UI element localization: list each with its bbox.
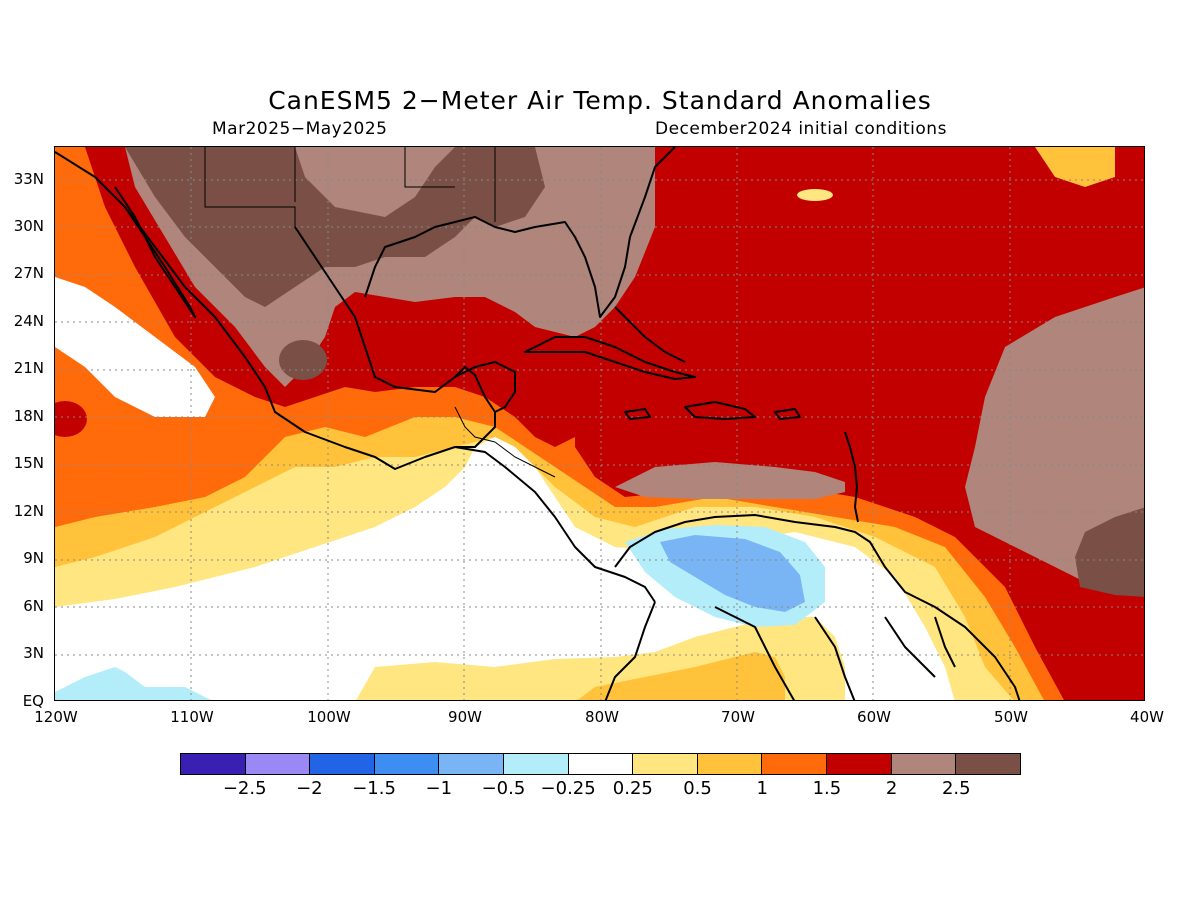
lon-label-120w: 120W: [34, 708, 78, 726]
color-legend-label: 2: [885, 778, 898, 799]
lat-label-21n: 21N: [13, 359, 44, 377]
anomaly-region-lightcyan-sw: [55, 667, 211, 700]
color-legend-swatch: [762, 754, 828, 774]
init-subtitle: December2024 initial conditions: [655, 119, 947, 139]
color-legend-swatch: [827, 754, 892, 774]
lat-label-eq: EQ: [22, 692, 44, 710]
map-frame: [54, 146, 1145, 701]
season-subtitle: Mar2025−May2025: [212, 119, 388, 139]
lon-label-100w: 100W: [307, 708, 351, 726]
lat-label-27n: 27N: [13, 264, 44, 282]
anomaly-region-darkbrown-east: [1075, 507, 1144, 597]
lat-label-24n: 24N: [13, 312, 44, 330]
lat-label-6n: 6N: [23, 597, 44, 615]
anomaly-region-yellow-atl: [797, 189, 833, 201]
color-legend-label: 0.5: [683, 778, 712, 799]
color-legend-label: −1.5: [352, 778, 396, 799]
lon-label-40w: 40W: [1130, 708, 1164, 726]
color-legend-swatch: [310, 754, 375, 774]
color-legend-swatch: [633, 754, 698, 774]
color-legend-swatch: [181, 754, 246, 774]
color-legend-label: 2.5: [941, 778, 971, 799]
lon-label-50w: 50W: [994, 708, 1028, 726]
anomaly-region-red-west: [55, 401, 87, 437]
coastlines: [55, 147, 1021, 700]
anomaly-map: [55, 147, 1144, 700]
color-legend-label: −1: [425, 778, 453, 799]
color-legend-label: −0.25: [540, 778, 596, 799]
lat-label-18n: 18N: [13, 407, 44, 425]
anomaly-region-darkbrown-mexico: [279, 340, 327, 380]
color-legend-swatch: [245, 754, 311, 774]
lat-label-15n: 15N: [13, 454, 44, 472]
color-legend-label: −0.5: [481, 778, 526, 799]
anomaly-region-gold-ne: [1035, 147, 1115, 187]
neutral-region-baja: [55, 277, 215, 417]
lat-label-12n: 12N: [13, 502, 44, 520]
color-legend: [180, 753, 1021, 775]
chart-title: CanESM5 2−Meter Air Temp. Standard Anoma…: [268, 86, 932, 115]
color-legend-swatch: [956, 754, 1020, 774]
color-legend-label: 0.25: [612, 778, 653, 799]
political-borders: [204, 147, 556, 478]
lon-label-60w: 60W: [857, 708, 891, 726]
color-legend-label: −2.5: [222, 778, 267, 799]
color-legend-swatch: [891, 754, 957, 774]
color-legend-swatch: [374, 754, 440, 774]
lat-label-33n: 33N: [13, 170, 44, 188]
color-legend-swatch: [568, 754, 634, 774]
color-legend-swatch: [504, 754, 569, 774]
lon-label-80w: 80W: [585, 708, 619, 726]
lat-label-3n: 3N: [23, 644, 44, 662]
anomaly-region-lightblue: [660, 535, 805, 612]
color-legend-swatch: [697, 754, 763, 774]
lon-label-110w: 110W: [170, 708, 214, 726]
lat-label-9n: 9N: [23, 549, 44, 567]
color-legend-label: 1: [756, 778, 768, 799]
color-legend-swatch: [439, 754, 505, 774]
anomaly-region-gold-eq: [577, 652, 785, 700]
lon-label-90w: 90W: [448, 708, 482, 726]
lat-label-30n: 30N: [13, 217, 44, 235]
color-legend-label: 1.5: [812, 778, 842, 799]
color-legend-label: −2: [296, 778, 323, 799]
anomaly-region-brown-caribbean: [615, 462, 845, 499]
lon-label-70w: 70W: [721, 708, 755, 726]
